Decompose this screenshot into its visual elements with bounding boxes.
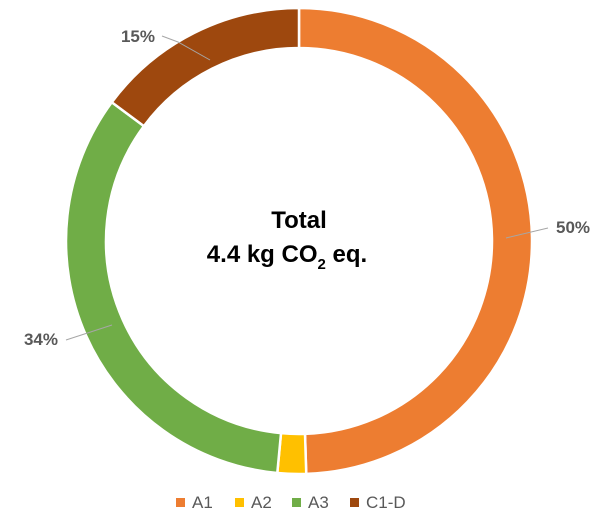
center-label-subscript: 2 xyxy=(318,256,326,273)
slice-c1-d xyxy=(110,6,301,128)
donut-slices xyxy=(64,6,534,476)
leader-line-c1-d xyxy=(161,35,211,61)
leader-line-a1 xyxy=(505,227,549,239)
legend-swatch-c1-d xyxy=(350,498,359,507)
data-label-c1-d: 15% xyxy=(121,27,155,46)
slice-a1 xyxy=(297,6,534,476)
leader-line-a3 xyxy=(65,324,113,341)
center-label-line2: 4.4 kg CO2 eq. xyxy=(207,241,367,273)
leader-lines xyxy=(65,35,549,341)
center-label-prefix: 4.4 kg CO xyxy=(207,241,318,268)
slice-a3 xyxy=(64,100,283,475)
data-labels: 50% 34% 15% xyxy=(24,27,590,349)
legend-swatch-a2 xyxy=(235,498,244,507)
legend-label-a2: A2 xyxy=(251,493,272,512)
data-label-a1: 50% xyxy=(556,218,590,237)
legend: A1 A2 A3 C1-D xyxy=(176,493,406,512)
legend-label-a3: A3 xyxy=(308,493,329,512)
center-label-line1: Total xyxy=(271,207,327,234)
data-label-a3: 34% xyxy=(24,330,58,349)
center-label-suffix: eq. xyxy=(326,241,367,268)
legend-label-a1: A1 xyxy=(192,493,213,512)
legend-swatch-a1 xyxy=(176,498,185,507)
legend-label-c1-d: C1-D xyxy=(366,493,406,512)
legend-swatch-a3 xyxy=(292,498,301,507)
